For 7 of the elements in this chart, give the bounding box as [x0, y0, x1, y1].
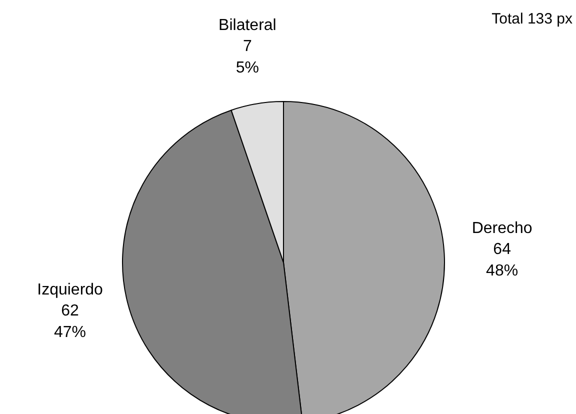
slice-label: Bilateral	[218, 16, 276, 34]
slice-label: Derecho	[472, 220, 532, 237]
data-label: 64 48%	[486, 241, 518, 280]
data-label: 62 47%	[54, 302, 86, 341]
slice-label: Izquierdo	[37, 281, 104, 298]
text: Total 133 px	[492, 10, 573, 28]
data-label: 7 5%	[236, 38, 260, 76]
